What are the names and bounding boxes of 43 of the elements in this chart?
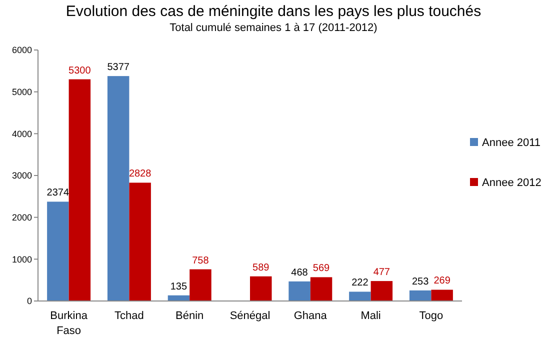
y-tick-label: 2000 (12, 212, 32, 222)
data-label: 253 (412, 276, 430, 288)
x-tick-label: Bénin (176, 310, 204, 322)
data-label: 5377 (107, 62, 130, 74)
bar (129, 182, 151, 301)
bar (349, 292, 371, 301)
data-label: 477 (373, 267, 390, 278)
bar (250, 276, 272, 301)
data-label: 589 (252, 262, 270, 274)
y-tick-label: 5000 (12, 86, 32, 97)
data-label: 222 (352, 278, 369, 289)
data-label: 269 (434, 276, 451, 287)
x-tick-label: Tchad (114, 310, 144, 322)
y-tick-label: 6000 (12, 45, 32, 56)
data-label: 2374 (46, 188, 70, 199)
bar (190, 269, 212, 301)
chart-subtitle: Total cumulé semaines 1 à 17 (2011-2012) (170, 22, 378, 34)
bar (47, 202, 69, 301)
y-tick-label: 1000 (12, 254, 32, 264)
bar (107, 76, 130, 301)
y-tick-label: 4000 (12, 128, 32, 139)
bar (370, 281, 393, 301)
x-tick-label: Burkina Faso (50, 310, 88, 337)
legend-label: Annee 2011 (482, 137, 541, 149)
data-label: 135 (170, 281, 188, 292)
data-label: 468 (291, 267, 308, 278)
bar (68, 79, 91, 301)
x-tick-label: Sénégal (230, 310, 270, 322)
bar (431, 290, 453, 301)
x-tick-label: Ghana (294, 310, 328, 322)
data-label: 569 (312, 263, 330, 274)
bar (310, 277, 332, 301)
bar (409, 290, 432, 301)
data-label: 5300 (68, 65, 92, 76)
y-tick-label: 0 (26, 296, 32, 306)
data-label: 2828 (128, 168, 152, 180)
x-tick-label: Togo (419, 310, 444, 322)
data-label: 758 (192, 255, 210, 266)
y-tick-label: 3000 (12, 170, 32, 181)
legend-label: Annee 2012 (482, 177, 542, 189)
x-tick-label: Mali (360, 310, 381, 322)
bar (288, 281, 310, 301)
chart-title: Evolution des cas de méningite dans les pays les plus touchés (66, 3, 482, 20)
